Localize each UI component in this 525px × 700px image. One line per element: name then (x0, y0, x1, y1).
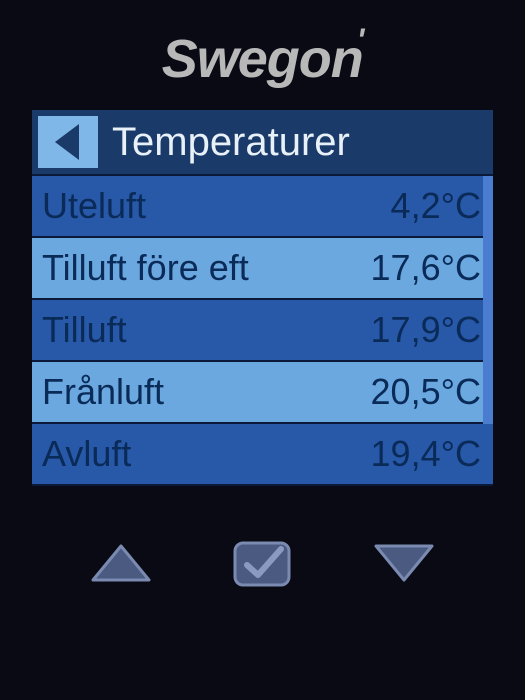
brand-logo: Swegon' (0, 0, 525, 108)
row-label: Tilluft (42, 309, 127, 351)
temperature-row[interactable]: Frånluft 20,5°C (32, 362, 493, 424)
brand-apostrophe: ' (357, 22, 364, 59)
chevron-left-icon (51, 122, 85, 162)
row-value: 20,5°C (371, 371, 481, 413)
row-label: Avluft (42, 433, 131, 475)
temperature-row[interactable]: Uteluft 4,2°C (32, 176, 493, 238)
row-value: 19,4°C (371, 433, 481, 475)
up-button[interactable] (86, 538, 156, 588)
lcd-screen: Temperaturer Uteluft 4,2°C Tilluft före … (30, 108, 495, 488)
hardware-buttons (0, 538, 525, 588)
device-frame: Swegon' Temperaturer Uteluft 4,2°C Tillu… (0, 0, 525, 700)
temperature-row[interactable]: Tilluft 17,9°C (32, 300, 493, 362)
scrollbar[interactable] (483, 176, 493, 424)
temperature-row[interactable]: Avluft 19,4°C (32, 424, 493, 486)
back-button[interactable] (38, 116, 98, 168)
row-label: Frånluft (42, 371, 164, 413)
ok-button[interactable] (227, 538, 297, 588)
down-button[interactable] (369, 538, 439, 588)
temperature-row[interactable]: Tilluft före eft 17,6°C (32, 238, 493, 300)
screen-title: Temperaturer (112, 120, 350, 165)
row-value: 4,2°C (391, 185, 481, 227)
row-label: Tilluft före eft (42, 247, 249, 289)
brand-text: Swegon (162, 29, 363, 89)
row-value: 17,6°C (371, 247, 481, 289)
screen-content: Temperaturer Uteluft 4,2°C Tilluft före … (30, 108, 495, 488)
row-label: Uteluft (42, 185, 146, 227)
row-value: 17,9°C (371, 309, 481, 351)
triangle-down-icon (372, 542, 436, 584)
checkmark-box-icon (231, 537, 293, 589)
triangle-up-icon (89, 542, 153, 584)
screen-header: Temperaturer (32, 110, 493, 176)
